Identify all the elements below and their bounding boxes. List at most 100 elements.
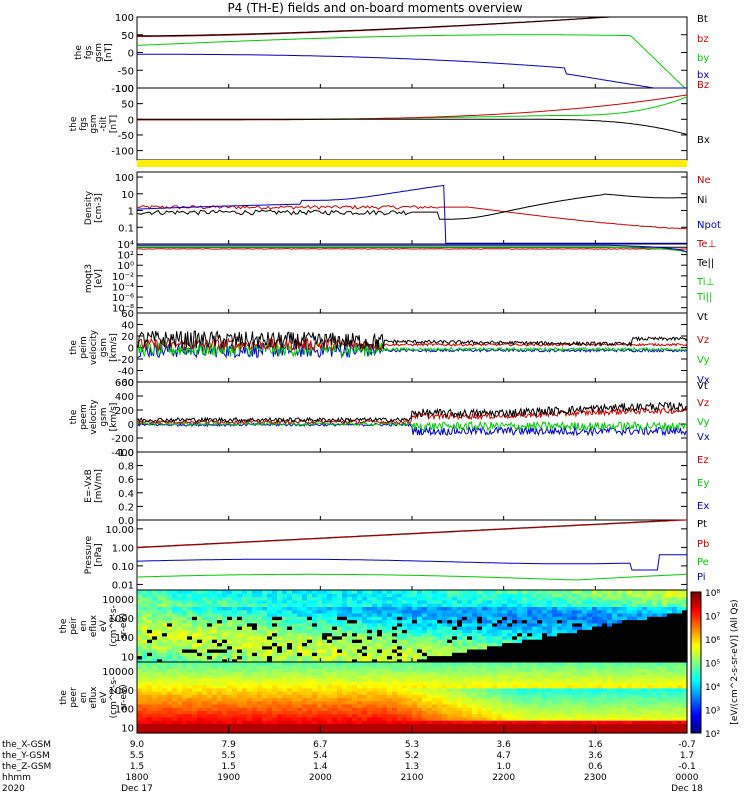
spectrogram-peir-cell [412,642,418,647]
spectrogram-peer-cell [277,729,283,734]
spectrogram-peir-cell [682,635,688,640]
spectrogram-peer-cell [287,684,293,689]
spectrogram-peer-cell [237,681,243,686]
spectrogram-peir-cell [492,652,498,657]
spectrogram-peir-cell [582,642,588,647]
spectrogram-peer-cell [267,684,273,689]
spectrogram-peir-cell [182,619,188,624]
spectrogram-peer-cell [382,713,388,718]
spectrogram-peir-cell [572,612,578,617]
spectrogram-peer-cell [447,665,453,669]
spectrogram-peir-cell [597,658,603,663]
spectrogram-peer-cell [412,684,418,689]
spectrogram-peer-cell [497,694,503,699]
spectrogram-peer-cell [657,713,663,718]
spectrogram-peer-cell [212,684,218,689]
spectrogram-peer-cell [172,700,178,705]
spectrogram-peer-cell [457,697,463,702]
spectrogram-peer-cell [302,674,308,679]
spectrogram-peer-cell [497,716,503,721]
spectrogram-peer-cell [442,678,448,682]
spectrogram-peer-cell [612,710,618,715]
spectrogram-peer-cell [417,716,423,721]
spectrogram-peir-cell [142,652,148,657]
spectrogram-peer-cell [302,710,308,715]
spectrogram-peir-cell [377,593,383,598]
spectrogram-peir-cell [617,642,623,647]
spectrogram-peer-cell [637,674,643,679]
spectrogram-peir-cell [187,645,193,650]
spectrogram-peir-cell [577,590,583,594]
spectrogram-peir-cell [532,590,538,594]
spectrogram-peer-cell [152,716,158,721]
spectrogram-peir-cell [162,619,168,624]
spectrogram-peir-cell [452,606,458,611]
spectrogram-peer-cell [602,681,608,686]
spectrogram-peer-cell [237,678,243,682]
spectrogram-peir-cell [407,629,413,634]
series-tilt-bx [137,118,688,135]
spectrogram-peir-cell [272,642,278,647]
spectrogram-peer-cell [342,720,348,724]
spectrogram-peer-cell [412,674,418,679]
spectrogram-peer-cell [532,674,538,679]
spectrogram-peer-cell [412,691,418,695]
spectrogram-peer-cell [437,668,443,673]
spectrogram-peir-cell [572,655,578,660]
spectrogram-peir-cell [357,616,363,621]
spectrogram-peir-cell [257,652,263,657]
spectrogram-peir-cell [387,655,393,660]
spectrogram-peer-cell [382,716,388,721]
spectrogram-peir-cell [267,632,273,637]
spectrogram-peer-cell [182,720,188,724]
spectrogram-peer-cell [317,662,323,666]
spectrogram-peir-cell [472,648,478,653]
spectrogram-peer-cell [592,720,598,724]
spectrogram-peer-cell [612,668,618,673]
spectrogram-peer-cell [292,720,298,724]
spectrogram-peir-cell [447,616,453,621]
spectrogram-peer-cell [587,684,593,689]
spectrogram-peir-cell [327,658,333,663]
spectrogram-peer-cell [197,726,203,731]
spectrogram-peir-cell [497,596,503,601]
spectrogram-peir-cell [137,603,143,607]
spectrogram-peer-cell [137,694,143,699]
spectrogram-peer-cell [252,671,258,676]
spectrogram-peir-cell [407,612,413,617]
spectrogram-peer-cell [352,707,358,711]
spectrogram-peer-cell [497,687,503,692]
spectrogram-peer-cell [382,729,388,734]
spectrogram-peir-cell [372,639,378,643]
spectrogram-peir-cell [177,655,183,660]
spectrogram-peir-cell [142,599,148,604]
spectrogram-peer-cell [207,687,213,692]
spectrogram-peir-cell [312,612,318,617]
spectrogram-peer-cell [562,671,568,676]
spectrogram-peir-cell [542,635,548,640]
spectrogram-peer-cell [562,707,568,711]
spectrogram-peer-cell [292,716,298,721]
spectrogram-peir-cell [492,616,498,621]
spectrogram-peer-cell [357,681,363,686]
spectrogram-peer-cell [437,694,443,699]
spectrogram-peer-cell [397,713,403,718]
spectrogram-peer-cell [622,668,628,673]
spectrogram-peer-cell [587,691,593,695]
spectrogram-peir-cell [602,635,608,640]
spectrogram-peer-cell [357,687,363,692]
spectrogram-peer-cell [537,691,543,695]
spectrogram-peir-cell [647,622,653,627]
spectrogram-peir-cell [517,603,523,607]
ylabel-peir-3: eflux [89,614,99,637]
spectrogram-peir-cell [652,642,658,647]
spectrogram-peir-cell [537,603,543,607]
spectrogram-peer-cell [197,723,203,728]
spectrogram-peer-cell [512,691,518,695]
spectrogram-peir-cell [647,599,653,604]
spectrogram-peir-cell [202,626,208,630]
spectrogram-peer-cell [252,678,258,682]
spectrogram-peer-cell [357,729,363,734]
spectrogram-peer-cell [467,710,473,715]
spectrogram-peir-cell [207,658,213,663]
